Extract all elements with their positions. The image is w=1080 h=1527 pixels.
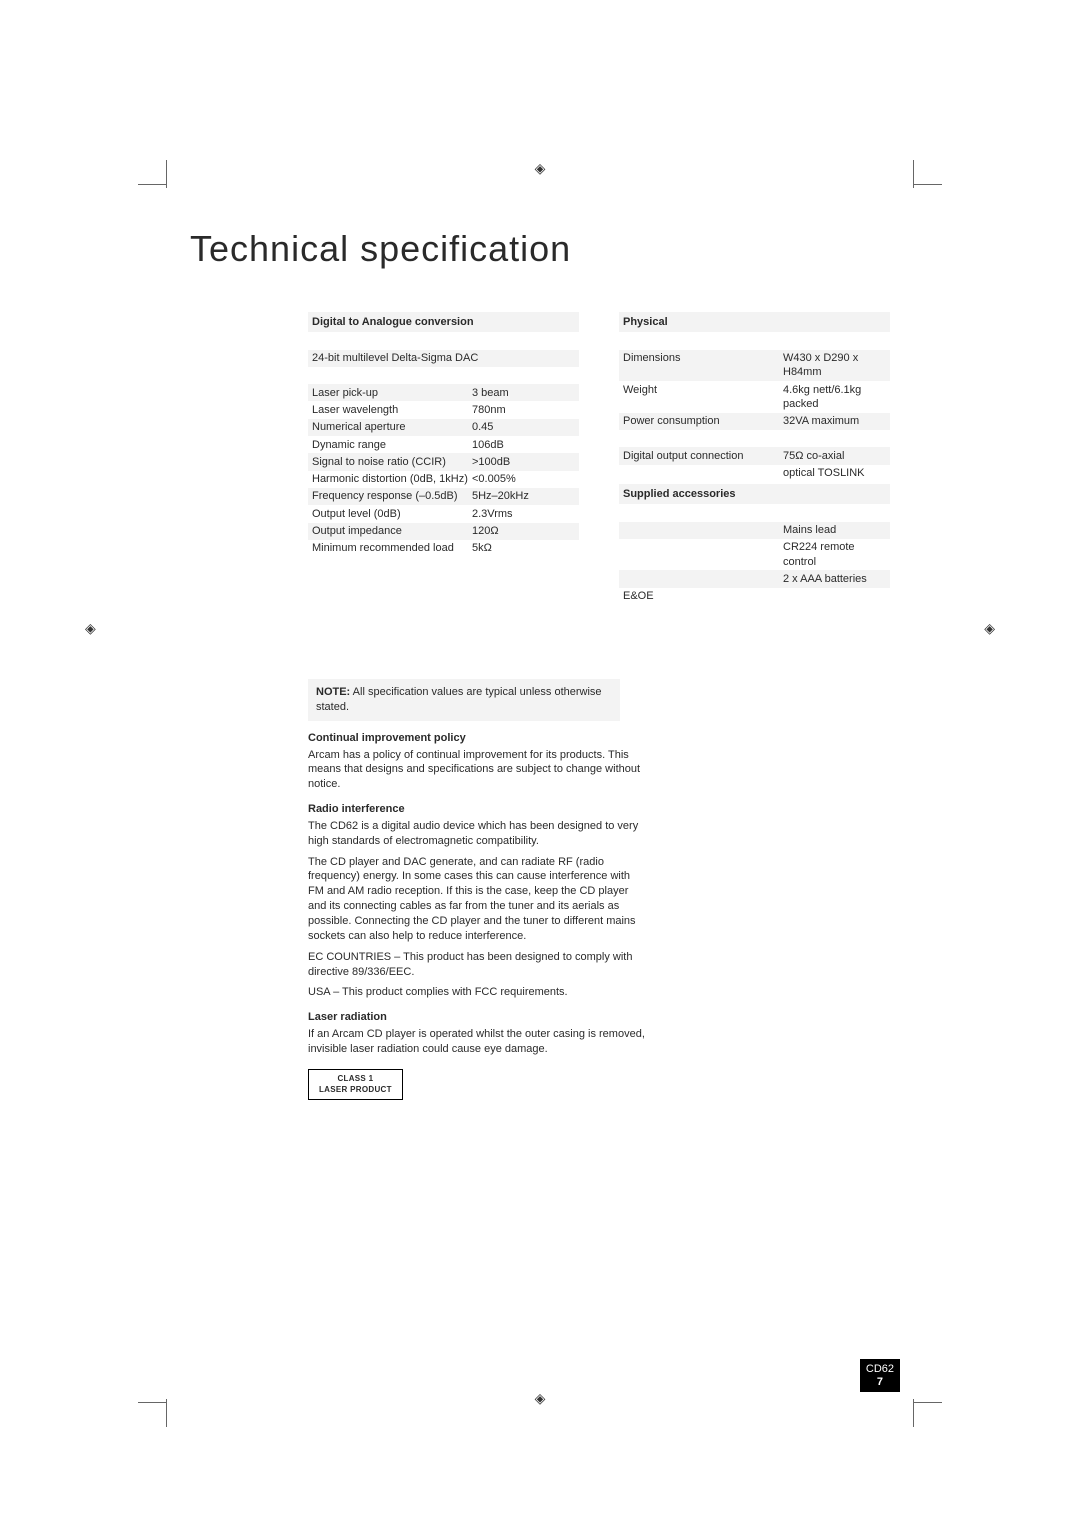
table-row: Frequency response (–0.5dB)5Hz–20kHz: [308, 488, 579, 505]
page-title: Technical specification: [190, 228, 890, 270]
table-row: Numerical aperture0.45: [308, 419, 579, 436]
registration-mark-icon: ◈: [535, 1390, 546, 1407]
subheading: Radio interference: [308, 802, 648, 817]
paragraph: USA – This product complies with FCC req…: [308, 985, 648, 1000]
table-row: Digital output connection75Ω co-axial: [619, 447, 890, 464]
table-row: DimensionsW430 x D290 x H84mm: [619, 350, 890, 382]
table-row: Laser pick-up3 beam: [308, 384, 579, 401]
paragraph: The CD player and DAC generate, and can …: [308, 855, 648, 944]
table-row: Power consumption32VA maximum: [619, 413, 890, 430]
laser-class-label: CLASS 1 LASER PRODUCT: [308, 1069, 403, 1101]
note-box: NOTE: All specification values are typic…: [308, 679, 620, 721]
table-row: CR224 remote control: [619, 539, 890, 571]
table-row: Harmonic distortion (0dB, 1kHz)<0.005%: [308, 471, 579, 488]
table-row: optical TOSLINK: [619, 465, 890, 482]
page-content: Technical specification Digital to Analo…: [190, 228, 890, 1357]
paragraph: EC COUNTRIES – This product has been des…: [308, 950, 648, 980]
left-column: Digital to Analogue conversion 24-bit mu…: [308, 310, 579, 605]
subheading: Laser radiation: [308, 1010, 648, 1025]
table-row: Output level (0dB)2.3Vrms: [308, 505, 579, 522]
table-row: Laser wavelength780nm: [308, 401, 579, 418]
subheading: Continual improvement policy: [308, 731, 648, 746]
paragraph: If an Arcam CD player is operated whilst…: [308, 1027, 648, 1057]
table-row: 2 x AAA batteries: [619, 570, 890, 587]
body-text: Continual improvement policy Arcam has a…: [308, 731, 648, 1101]
table-row: Output impedance120Ω: [308, 523, 579, 540]
right-column: Physical DimensionsW430 x D290 x H84mm W…: [619, 310, 890, 605]
table-row: Dynamic range106dB: [308, 436, 579, 453]
registration-mark-icon: ◈: [85, 620, 96, 637]
table-row: Minimum recommended load5kΩ: [308, 540, 579, 557]
registration-mark-icon: ◈: [984, 620, 995, 637]
paragraph: Arcam has a policy of continual improvem…: [308, 748, 648, 793]
section-heading: Supplied accessories: [619, 484, 890, 504]
eoe-line: E&OE: [619, 588, 890, 605]
section-heading: Physical: [619, 312, 890, 332]
table-row: Signal to noise ratio (CCIR)>100dB: [308, 453, 579, 470]
section-heading: Digital to Analogue conversion: [308, 312, 579, 332]
dac-line: 24-bit multilevel Delta-Sigma DAC: [308, 350, 579, 367]
table-row: Weight4.6kg nett/6.1kg packed: [619, 381, 890, 413]
table-row: Mains lead: [619, 522, 890, 539]
paragraph: The CD62 is a digital audio device which…: [308, 819, 648, 849]
page-number-badge: CD62 7: [860, 1359, 900, 1392]
registration-mark-icon: ◈: [535, 160, 546, 177]
